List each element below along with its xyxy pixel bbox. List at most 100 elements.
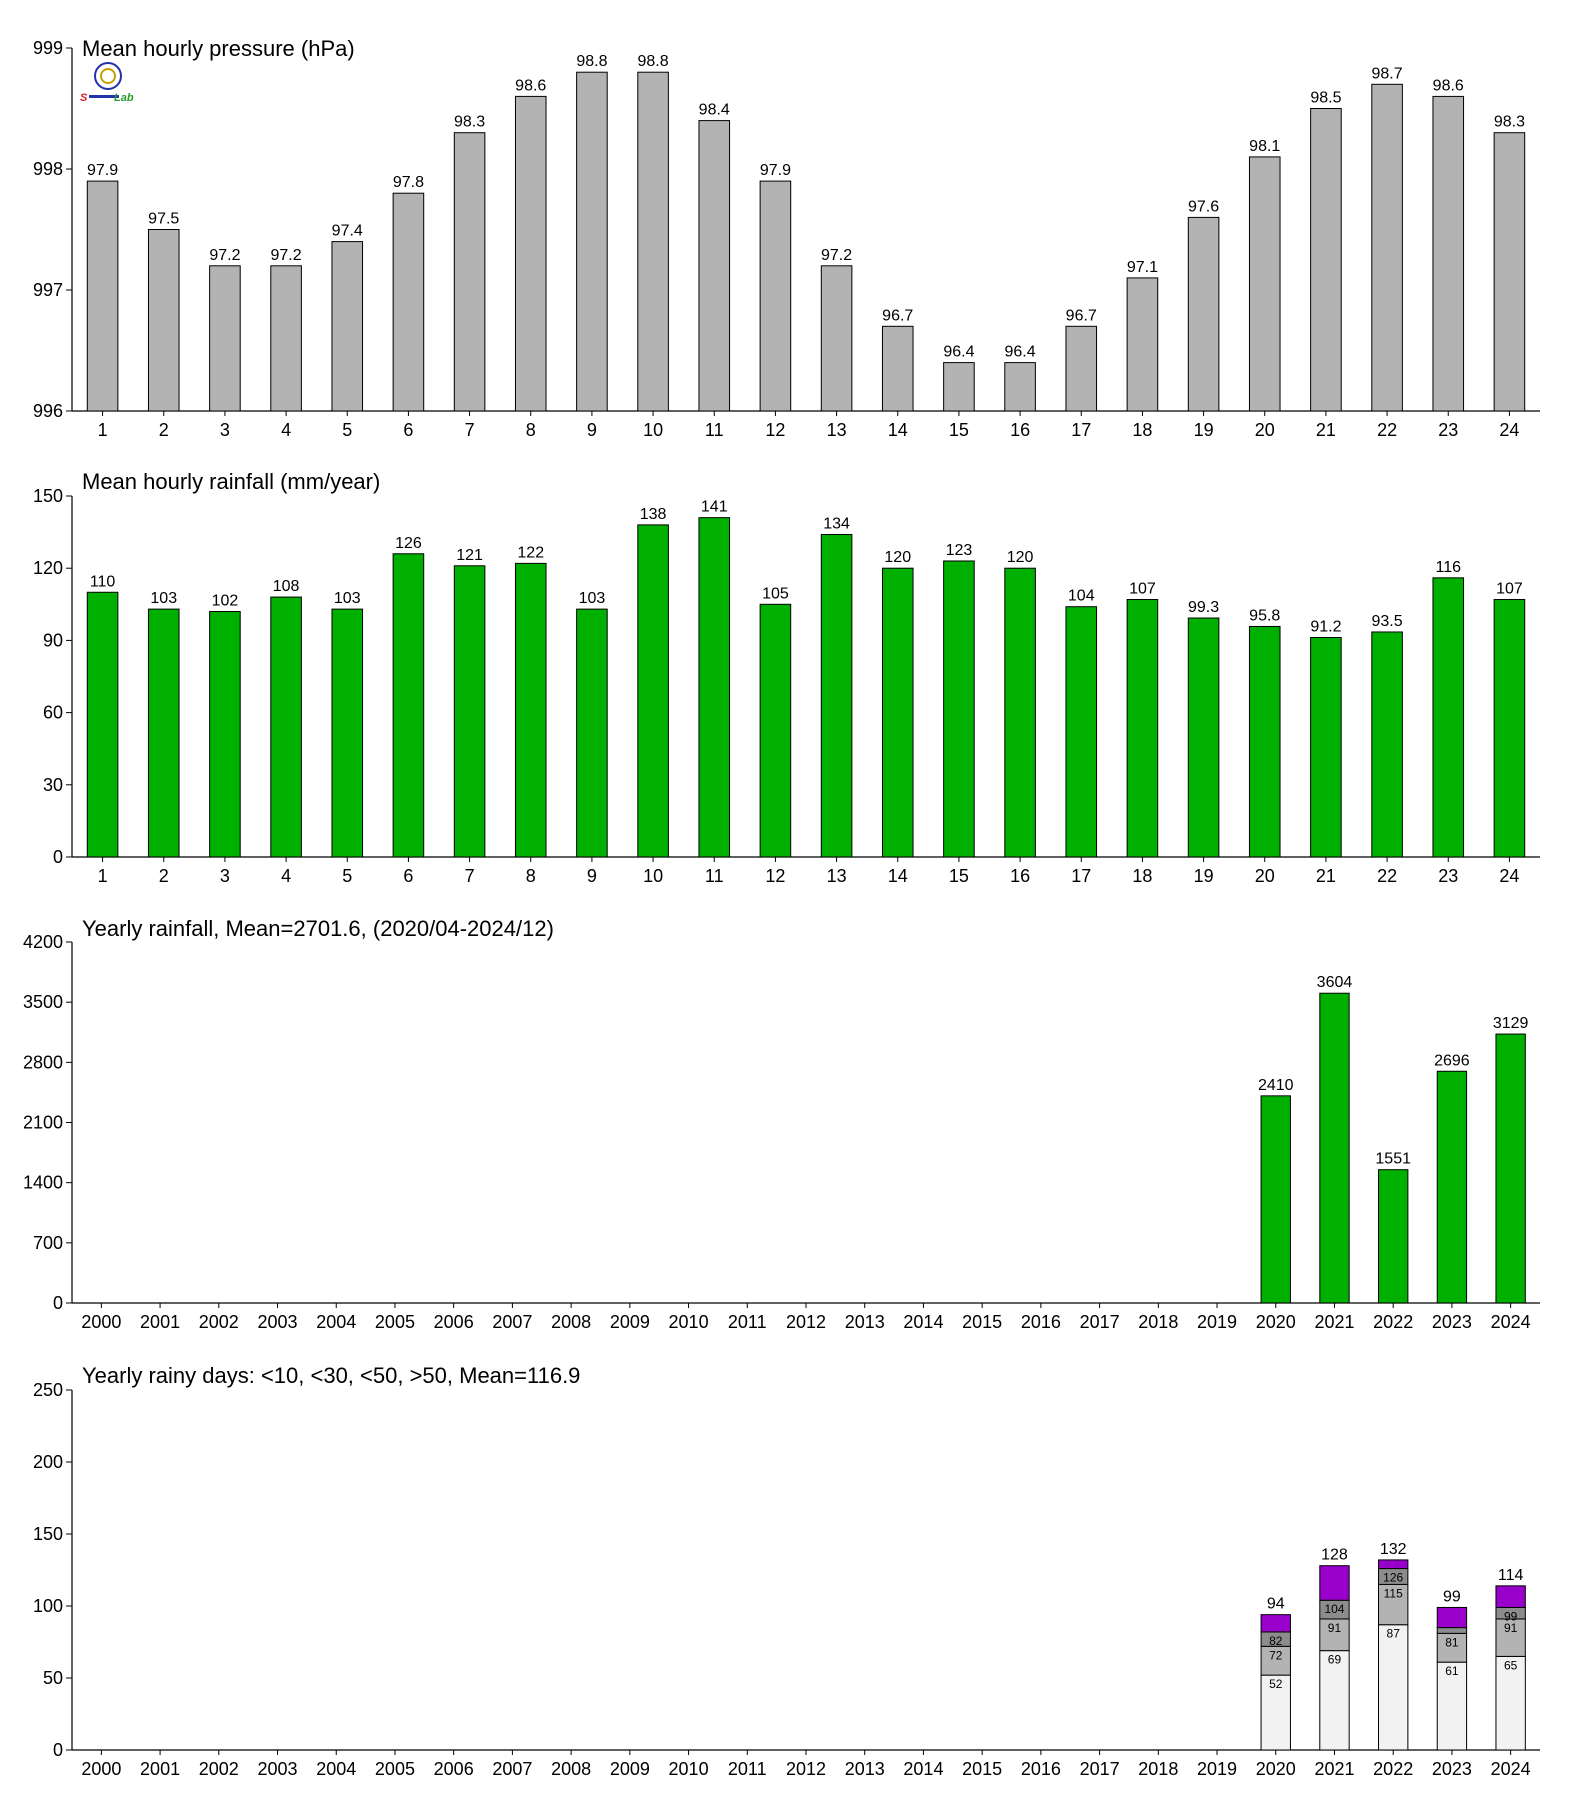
bar-value-label: 122: [517, 544, 544, 561]
bar-total-label: 114: [1498, 1567, 1524, 1584]
x-tick-label: 2013: [845, 1312, 885, 1332]
bar: [392, 192, 425, 412]
x-tick-label: 6: [403, 866, 413, 886]
x-tick-label: 2014: [903, 1759, 943, 1779]
segment-label: 115: [1384, 1586, 1403, 1600]
bar: [881, 567, 914, 858]
segment-label: 69: [1328, 1653, 1342, 1667]
x-tick-label: 22: [1377, 420, 1397, 440]
bar-total-label: 128: [1321, 1547, 1348, 1564]
bar-value-label: 97.9: [87, 162, 118, 179]
x-tick-label: 18: [1132, 866, 1152, 886]
bar-value-label: 97.5: [148, 211, 179, 228]
x-tick-label: 2019: [1197, 1312, 1237, 1332]
y-tick-label: 30: [43, 775, 63, 795]
stack-segment: [1378, 1583, 1409, 1626]
x-tick-label: 2012: [786, 1312, 826, 1332]
x-tick-label: 2023: [1432, 1759, 1472, 1779]
x-tick-label: 17: [1071, 866, 1091, 886]
y-tick-label: 2800: [23, 1052, 63, 1072]
x-tick-label: 2017: [1080, 1312, 1120, 1332]
bar-value-label: 110: [90, 573, 116, 590]
bar-value-label: 121: [456, 547, 483, 564]
segment-label: 126: [1383, 1571, 1403, 1585]
x-tick-label: 10: [643, 420, 663, 440]
x-tick-label: 2018: [1138, 1759, 1178, 1779]
segment-label: 99: [1504, 1609, 1518, 1623]
segment-label: 91: [1328, 1621, 1342, 1635]
segment-label: 82: [1269, 1634, 1283, 1648]
x-tick-label: 16: [1010, 420, 1030, 440]
bar: [943, 362, 975, 412]
y-tick-label: 997: [33, 280, 63, 300]
x-tick-label: 9: [587, 420, 597, 440]
x-tick-label: 14: [888, 420, 908, 440]
bar: [943, 560, 975, 858]
bar-value-label: 93.5: [1372, 613, 1403, 630]
x-tick-label: 2021: [1314, 1759, 1354, 1779]
x-tick-label: 2011: [728, 1759, 767, 1779]
bar: [270, 596, 302, 858]
bar-value-label: 3604: [1317, 974, 1353, 991]
x-tick-label: 2: [159, 866, 169, 886]
x-tick-label: 2010: [669, 1312, 709, 1332]
x-tick-label: 20: [1255, 866, 1275, 886]
x-tick-label: 2016: [1021, 1312, 1061, 1332]
stack-segment: [1436, 1632, 1468, 1663]
stack-segment: [1260, 1674, 1291, 1751]
x-tick-label: 13: [827, 866, 847, 886]
bar-value-label: 126: [395, 535, 422, 552]
bar-value-label: 97.2: [271, 247, 302, 264]
x-tick-label: 5: [342, 866, 352, 886]
bar-value-label: 105: [762, 585, 789, 602]
stack-segment: [1436, 1661, 1468, 1751]
x-tick-label: 2023: [1432, 1312, 1472, 1332]
x-tick-label: 21: [1316, 420, 1336, 440]
x-tick-label: 6: [403, 420, 413, 440]
logo-bar: [89, 95, 119, 98]
bar-value-label: 98.6: [515, 77, 546, 94]
bar: [698, 120, 731, 412]
bar-value-label: 103: [334, 590, 361, 607]
segment-label: 81: [1445, 1635, 1459, 1649]
x-tick-label: 15: [949, 420, 969, 440]
bar: [1310, 108, 1342, 412]
bar: [86, 591, 119, 858]
y-tick-label: 0: [53, 1293, 63, 1313]
bar-value-label: 98.8: [638, 53, 669, 70]
x-tick-label: 2021: [1314, 1312, 1354, 1332]
bar-value-label: 107: [1129, 580, 1156, 597]
x-tick-label: 2014: [903, 1312, 943, 1332]
stack-segment: [1319, 1650, 1350, 1751]
segment-label: 61: [1445, 1664, 1459, 1678]
bar: [637, 71, 669, 412]
x-tick-label: 2007: [492, 1759, 532, 1779]
bar-value-label: 98.3: [1494, 114, 1525, 131]
bar-value-label: 141: [701, 499, 728, 516]
x-tick-label: 2008: [551, 1759, 591, 1779]
bar-value-label: 123: [946, 542, 973, 559]
y-tick-label: 250: [33, 1380, 63, 1400]
bar-value-label: 97.6: [1188, 198, 1219, 215]
bar: [1378, 1169, 1409, 1304]
bar-value-label: 103: [150, 590, 177, 607]
bar-value-label: 91.2: [1310, 619, 1341, 636]
x-tick-label: 1: [98, 420, 108, 440]
bar: [514, 95, 547, 412]
logo-seal-inner: [100, 68, 116, 84]
stack-segment: [1495, 1655, 1526, 1751]
x-tick-label: 2000: [81, 1759, 121, 1779]
y-tick-label: 1400: [23, 1173, 63, 1193]
logo-seal: [94, 62, 122, 90]
x-tick-label: 11: [705, 420, 724, 440]
bar: [1248, 156, 1281, 412]
bar: [1371, 83, 1403, 412]
bar: [1493, 598, 1526, 858]
x-tick-label: 2020: [1256, 1312, 1296, 1332]
bar: [392, 553, 425, 858]
x-tick-label: 18: [1132, 420, 1152, 440]
x-tick-label: 9: [587, 866, 597, 886]
